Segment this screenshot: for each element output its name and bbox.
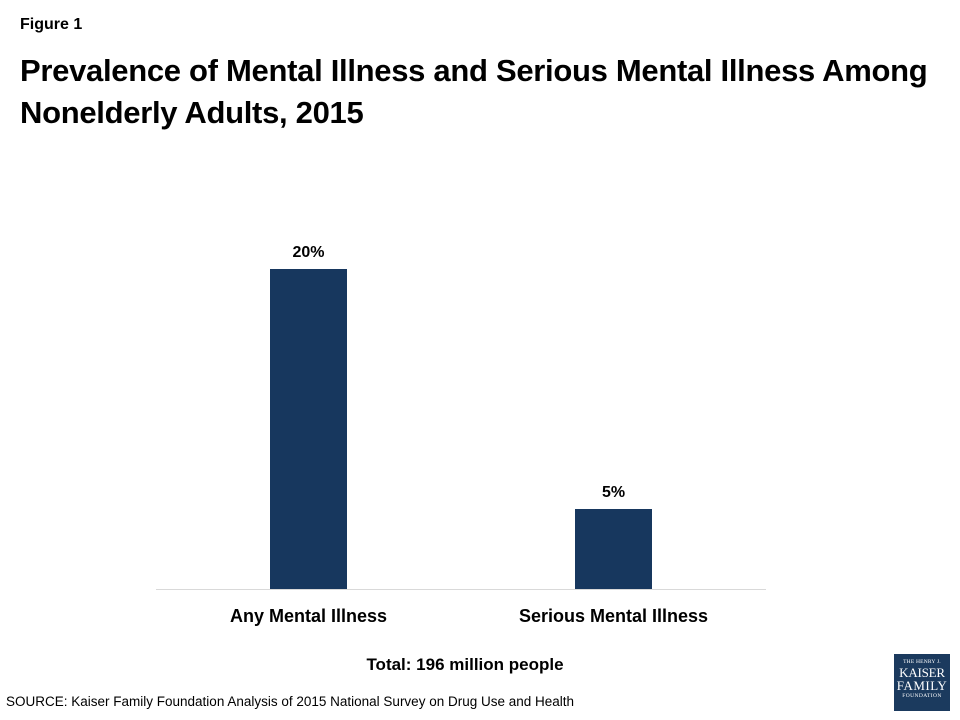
total-footnote: Total: 196 million people: [366, 655, 564, 674]
bar-2: [575, 509, 652, 589]
bar-1: [270, 269, 347, 589]
figure-label: Figure 1: [20, 16, 83, 33]
chart-title: Prevalence of Mental Illness and Serious…: [20, 53, 928, 130]
kff-logo: THE HENRY J. KAISER FAMILY FOUNDATION: [894, 654, 950, 711]
data-label-2: 5%: [602, 484, 625, 501]
logo-line-4: FOUNDATION: [902, 693, 942, 699]
data-label-1: 20%: [292, 244, 324, 261]
logo-line-2: KAISER: [899, 665, 945, 680]
category-label-2: Serious Mental Illness: [519, 606, 708, 626]
logo-line-1: THE HENRY J.: [903, 659, 941, 665]
category-label-1: Any Mental Illness: [230, 606, 387, 626]
source-note: SOURCE: Kaiser Family Foundation Analysi…: [6, 694, 575, 709]
logo-line-3: FAMILY: [896, 678, 948, 693]
